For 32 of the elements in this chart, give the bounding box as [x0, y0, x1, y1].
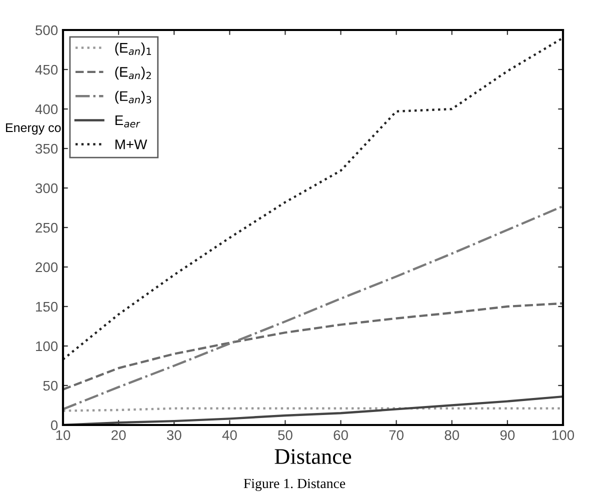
legend-label: (E$_{an}$)$_{3}$ [115, 90, 152, 104]
x-tick-label: 100 [552, 430, 574, 440]
x-tick-label: 40 [222, 430, 237, 440]
x-tick-label: 90 [500, 430, 515, 440]
y-tick-label: 50 [43, 380, 58, 391]
x-tick-label: 50 [278, 430, 292, 440]
x-tick-label: 30 [166, 430, 182, 440]
legend-label: M+W [116, 140, 148, 150]
x-tick-label: 60 [334, 430, 348, 440]
x-tick-label: 10 [56, 430, 70, 440]
x-axis-title: Distance [274, 449, 352, 464]
y-tick-label: 350 [36, 144, 58, 154]
y-tick-label: 450 [35, 64, 58, 75]
y-tick-label: 100 [36, 341, 58, 352]
x-tick-label: 80 [444, 430, 460, 440]
legend-label: (E$_{an}$)$_{2}$ [115, 66, 151, 80]
line-series [63, 36, 563, 361]
y-tick-label: 500 [36, 25, 58, 36]
y-tick-label: 150 [36, 302, 58, 312]
y-axis-title: Energy co [6, 123, 61, 135]
x-tick-label: 20 [112, 430, 126, 440]
y-tick-label: 250 [36, 222, 58, 233]
caption: Figure 1. Distance [244, 478, 346, 492]
legend-label: (E$_{an}$)$_{1}$ [115, 42, 151, 56]
y-tick-label: 300 [36, 183, 58, 194]
line-series [63, 302, 563, 391]
line-series [63, 205, 563, 410]
legend-label: E$_{aer}$ [116, 115, 140, 128]
y-tick-label: 400 [35, 104, 58, 114]
y-tick-label: 0 [50, 420, 58, 430]
y-tick-label: 200 [36, 262, 58, 272]
x-tick-label: 70 [389, 430, 404, 440]
